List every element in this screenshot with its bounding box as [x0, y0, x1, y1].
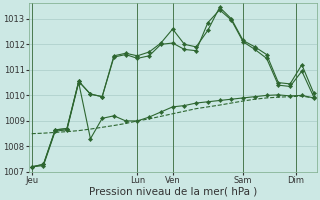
X-axis label: Pression niveau de la mer( hPa ): Pression niveau de la mer( hPa ): [89, 187, 257, 197]
